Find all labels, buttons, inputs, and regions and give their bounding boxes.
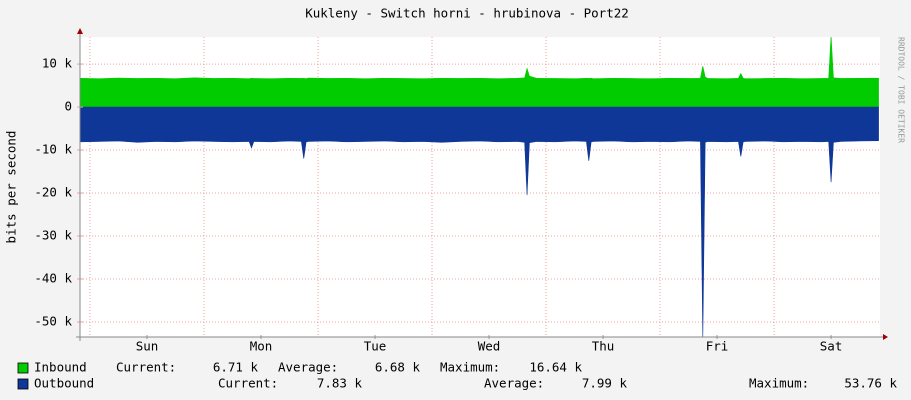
legend-stat-value: 7.83 k <box>317 376 363 391</box>
x-tick-label: Wed <box>478 339 501 354</box>
legend-label: Inbound <box>34 360 87 375</box>
x-tick-label: Tue <box>364 339 387 354</box>
x-tick-label: Sun <box>136 339 159 354</box>
x-tick-label: Mon <box>250 339 273 354</box>
legend-stat-label: Current: <box>116 360 176 375</box>
legend-stat-value: 6.68 k <box>375 360 421 375</box>
x-axis-arrow <box>883 334 888 340</box>
y-axis-label: bits per second <box>4 131 19 244</box>
y-tick-label: -10 k <box>34 142 72 157</box>
y-tick-label: 10 k <box>42 56 73 71</box>
y-axis-arrow <box>77 28 83 34</box>
y-tick-label: -50 k <box>34 313 72 328</box>
area <box>80 37 879 108</box>
y-tick-label: -20 k <box>34 185 72 200</box>
legend-stat-value: 53.76 k <box>844 376 897 391</box>
x-tick-label: Thu <box>592 339 615 354</box>
legend-swatch <box>17 362 29 374</box>
y-tick-label: 0 <box>64 99 72 114</box>
x-tick-label: Sat <box>820 339 843 354</box>
chart-title: Kukleny - Switch horni - hrubinova - Por… <box>305 6 629 21</box>
legend-stat-label: Average: <box>484 376 544 391</box>
y-tick-label: -30 k <box>34 227 72 242</box>
legend-stat-label: Maximum: <box>749 376 809 391</box>
y-tick-label: -40 k <box>34 270 72 285</box>
legend-stat-label: Average: <box>278 360 338 375</box>
legend-swatch <box>17 378 29 390</box>
watermark: RRDTOOL / TOBI OETIKER <box>897 37 906 143</box>
x-tick-label: Fri <box>706 339 729 354</box>
legend-stat-label: Current: <box>218 376 278 391</box>
legend-stat-value: 6.71 k <box>213 360 259 375</box>
legend-stat-value: 7.99 k <box>582 376 628 391</box>
legend-label: Outbound <box>34 376 94 391</box>
area <box>80 106 879 337</box>
legend-stat-value: 16.64 k <box>529 360 582 375</box>
legend-stat-label: Maximum: <box>440 360 500 375</box>
